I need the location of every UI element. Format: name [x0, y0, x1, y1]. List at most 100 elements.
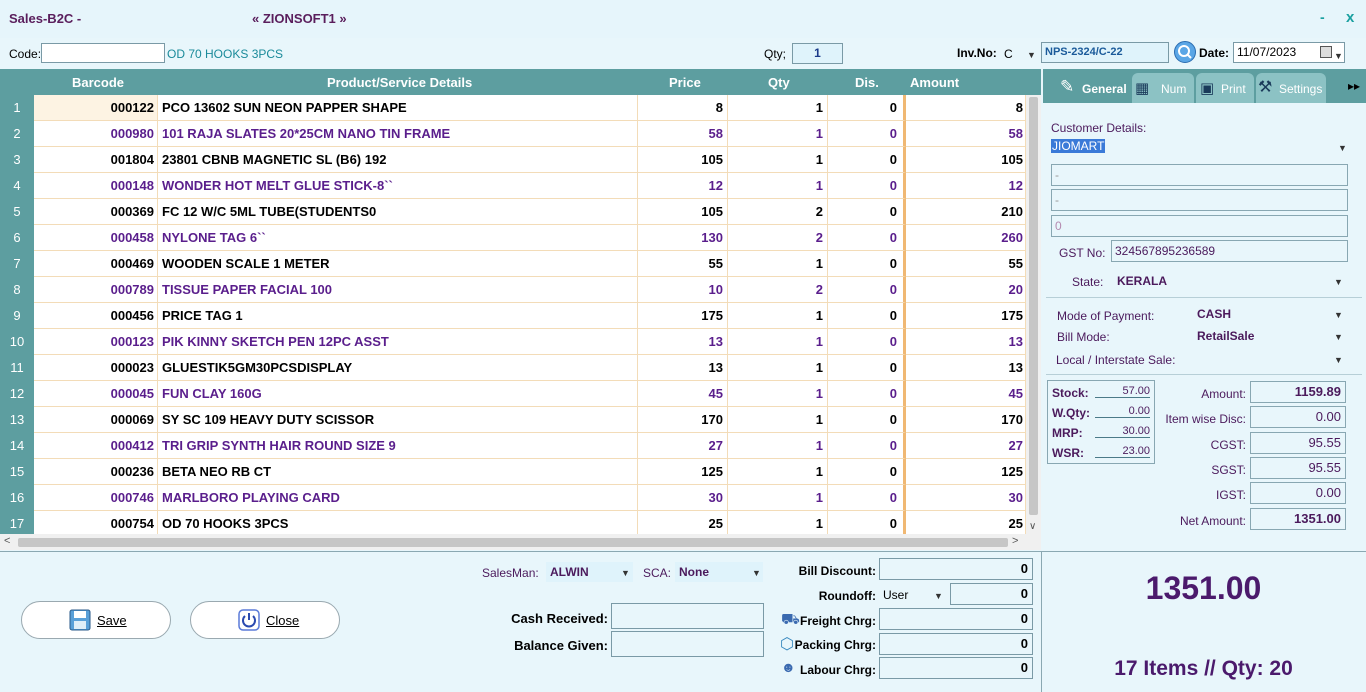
customer-address-line2[interactable]: -	[1051, 189, 1348, 211]
price-cell[interactable]: 175	[638, 303, 728, 329]
barcode-cell[interactable]: 000369	[34, 199, 158, 225]
table-row[interactable]: 15 000236 BETA NEO RB CT 125 1 0 125	[0, 459, 1041, 485]
customer-address-line1[interactable]: -	[1051, 164, 1348, 186]
barcode-cell[interactable]: 000122	[34, 95, 158, 121]
gst-input[interactable]: 324567895236589	[1111, 240, 1348, 262]
scroll-right-icon[interactable]: >	[1012, 535, 1019, 547]
amount-cell[interactable]: 12	[906, 173, 1026, 199]
barcode-cell[interactable]: 000069	[34, 407, 158, 433]
more-tabs-icon[interactable]: ▸▸	[1348, 79, 1361, 93]
table-row[interactable]: 8 000789 TISSUE PAPER FACIAL 100 10 2 0 20	[0, 277, 1041, 303]
table-row[interactable]: 14 000412 TRI GRIP SYNTH HAIR ROUND SIZE 9…	[0, 433, 1041, 459]
price-cell[interactable]: 45	[638, 381, 728, 407]
freight-input[interactable]: 0	[879, 608, 1033, 630]
bill-mode-dropdown-icon[interactable]: ▼	[1334, 332, 1343, 342]
table-row[interactable]: 13 000069 SY SC 109 HEAVY DUTY SCISSOR 170 1…	[0, 407, 1041, 433]
product-cell[interactable]: TISSUE PAPER FACIAL 100	[158, 277, 638, 303]
price-cell[interactable]: 12	[638, 173, 728, 199]
product-cell[interactable]: FUN CLAY 160G	[158, 381, 638, 407]
grid-vertical-scrollbar[interactable]: ∨	[1026, 95, 1041, 534]
amount-cell[interactable]: 13	[906, 329, 1026, 355]
amount-cell[interactable]: 210	[906, 199, 1026, 225]
qty-cell[interactable]: 1	[728, 95, 828, 121]
sca-select[interactable]: None ▼	[675, 562, 763, 582]
table-row[interactable]: 10 000123 PIK KINNY SKETCH PEN 12PC ASST 13…	[0, 329, 1041, 355]
sca-dropdown-icon[interactable]: ▼	[752, 568, 761, 578]
scroll-down-icon[interactable]: ∨	[1029, 521, 1037, 532]
amount-cell[interactable]: 175	[906, 303, 1026, 329]
price-cell[interactable]: 13	[638, 329, 728, 355]
product-cell[interactable]: WOODEN SCALE 1 METER	[158, 251, 638, 277]
discount-cell[interactable]: 0	[828, 459, 906, 485]
amount-cell[interactable]: 27	[906, 433, 1026, 459]
discount-cell[interactable]: 0	[828, 381, 906, 407]
amount-cell[interactable]: 45	[906, 381, 1026, 407]
price-cell[interactable]: 130	[638, 225, 728, 251]
calendar-icon[interactable]	[1320, 46, 1332, 58]
discount-cell[interactable]: 0	[828, 121, 906, 147]
barcode-cell[interactable]: 000123	[34, 329, 158, 355]
product-cell[interactable]: PRICE TAG 1	[158, 303, 638, 329]
local-interstate-dropdown-icon[interactable]: ▼	[1334, 355, 1343, 365]
roundoff-mode-select[interactable]: User	[883, 588, 909, 602]
qty-cell[interactable]: 1	[728, 485, 828, 511]
customer-phone-field[interactable]: 0	[1051, 215, 1348, 237]
customer-name-select[interactable]: JIOMART ▼	[1051, 139, 1347, 157]
payment-mode-select[interactable]: CASH	[1197, 307, 1232, 321]
product-cell[interactable]: FC 12 W/C 5ML TUBE(STUDENTS0	[158, 199, 638, 225]
date-dropdown-icon[interactable]: ▼	[1334, 51, 1343, 61]
product-cell[interactable]: MARLBORO PLAYING CARD	[158, 485, 638, 511]
product-cell[interactable]: OD 70 HOOKS 3PCS	[158, 511, 638, 534]
code-input[interactable]	[41, 43, 165, 63]
table-row[interactable]: 1 000122 PCO 13602 SUN NEON PAPPER SHAPE 8 1…	[0, 95, 1041, 121]
packing-input[interactable]: 0	[879, 633, 1033, 655]
qty-input[interactable]: 1	[792, 43, 843, 64]
barcode-cell[interactable]: 000789	[34, 277, 158, 303]
qty-cell[interactable]: 1	[728, 147, 828, 173]
amount-cell[interactable]: 58	[906, 121, 1026, 147]
barcode-cell[interactable]: 000458	[34, 225, 158, 251]
minimize-button[interactable]: -	[1320, 9, 1325, 25]
barcode-cell[interactable]: 000754	[34, 511, 158, 534]
table-row[interactable]: 4 000148 WONDER HOT MELT GLUE STICK-8`` 12 1…	[0, 173, 1041, 199]
product-cell[interactable]: 23801 CBNB MAGNETIC SL (B6) 192	[158, 147, 638, 173]
discount-cell[interactable]: 0	[828, 303, 906, 329]
state-dropdown-icon[interactable]: ▼	[1334, 277, 1343, 287]
amount-cell[interactable]: 125	[906, 459, 1026, 485]
qty-cell[interactable]: 1	[728, 433, 828, 459]
qty-cell[interactable]: 1	[728, 381, 828, 407]
barcode-cell[interactable]: 001804	[34, 147, 158, 173]
tab-print[interactable]: ▣ Print	[1196, 73, 1254, 103]
discount-cell[interactable]: 0	[828, 251, 906, 277]
discount-cell[interactable]: 0	[828, 147, 906, 173]
table-row[interactable]: 3 001804 23801 CBNB MAGNETIC SL (B6) 192 10…	[0, 147, 1041, 173]
price-cell[interactable]: 30	[638, 485, 728, 511]
barcode-cell[interactable]: 000045	[34, 381, 158, 407]
discount-cell[interactable]: 0	[828, 485, 906, 511]
discount-cell[interactable]: 0	[828, 511, 906, 534]
qty-cell[interactable]: 1	[728, 459, 828, 485]
cash-received-input[interactable]	[611, 603, 764, 629]
barcode-cell[interactable]: 000148	[34, 173, 158, 199]
price-cell[interactable]: 105	[638, 147, 728, 173]
labour-input[interactable]: 0	[879, 657, 1033, 679]
discount-cell[interactable]: 0	[828, 329, 906, 355]
discount-cell[interactable]: 0	[828, 277, 906, 303]
discount-cell[interactable]: 0	[828, 433, 906, 459]
table-row[interactable]: 2 000980 101 RAJA SLATES 20*25CM NANO TIN …	[0, 121, 1041, 147]
barcode-cell[interactable]: 000980	[34, 121, 158, 147]
amount-cell[interactable]: 30	[906, 485, 1026, 511]
qty-cell[interactable]: 2	[728, 199, 828, 225]
amount-cell[interactable]: 105	[906, 147, 1026, 173]
vscroll-thumb[interactable]	[1029, 97, 1038, 515]
discount-cell[interactable]: 0	[828, 355, 906, 381]
product-cell[interactable]: TRI GRIP SYNTH HAIR ROUND SIZE 9	[158, 433, 638, 459]
save-button[interactable]: Save	[21, 601, 171, 639]
table-row[interactable]: 5 000369 FC 12 W/C 5ML TUBE(STUDENTS0 105 2 0…	[0, 199, 1041, 225]
product-cell[interactable]: PIK KINNY SKETCH PEN 12PC ASST	[158, 329, 638, 355]
barcode-cell[interactable]: 000236	[34, 459, 158, 485]
product-cell[interactable]: 101 RAJA SLATES 20*25CM NANO TIN FRAME	[158, 121, 638, 147]
bill-mode-select[interactable]: RetailSale	[1197, 329, 1255, 343]
price-cell[interactable]: 27	[638, 433, 728, 459]
search-icon[interactable]	[1174, 41, 1196, 63]
